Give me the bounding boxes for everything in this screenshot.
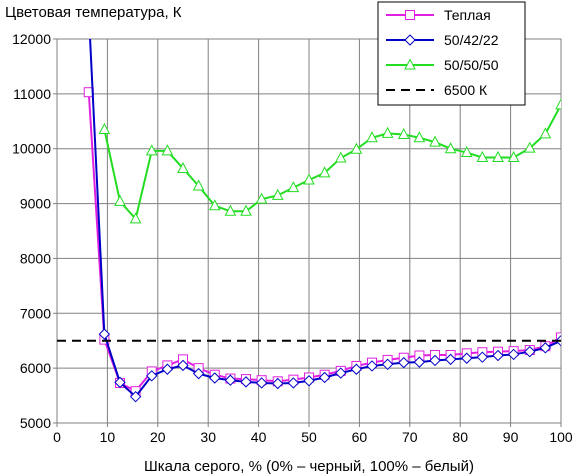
y-tick-label: 8000 (20, 250, 51, 266)
x-axis-label: Шкала серого, % (0% – черный, 100% – бел… (144, 458, 474, 475)
data-point (413, 356, 426, 368)
axis-ticks: 5000 6000 7000 8000 9000 10000 11000 12000 0 10 20… (12, 31, 573, 445)
data-point (350, 142, 363, 154)
data-point (255, 192, 268, 204)
data-point (334, 151, 347, 163)
y-axis-label: Цветовая температура, К (5, 4, 182, 21)
data-point (287, 377, 300, 389)
data-point (114, 376, 126, 389)
x-tick-label: 70 (402, 429, 418, 445)
data-point (492, 349, 504, 362)
data-point (524, 345, 536, 358)
data-point (444, 142, 457, 154)
data-point (405, 10, 415, 20)
data-point (129, 212, 142, 224)
legend-label: 50/50/50 (444, 57, 499, 73)
y-tick-label: 11000 (13, 86, 51, 102)
data-point (192, 179, 205, 191)
data-point (429, 354, 441, 367)
legend: Теплая 50/42/22 50/50/50 6500 К (377, 1, 526, 106)
legend-item: 50/42/22 (386, 32, 499, 48)
data-point (177, 161, 189, 173)
data-point (303, 173, 315, 185)
x-tick-label: 40 (251, 429, 267, 445)
data-point (381, 358, 394, 371)
data-point (318, 166, 331, 178)
data-point (404, 34, 416, 46)
y-tick-label: 9000 (20, 196, 51, 212)
y-tick-label: 6000 (20, 360, 51, 376)
data-point (523, 141, 536, 153)
data-point (460, 145, 473, 158)
x-tick-label: 10 (100, 429, 116, 445)
data-point (255, 377, 268, 389)
x-tick-label: 100 (549, 429, 573, 445)
data-point (240, 204, 252, 216)
data-point (461, 352, 473, 364)
data-point (555, 98, 561, 110)
data-point (350, 363, 363, 375)
data-point (444, 353, 457, 366)
data-point (429, 135, 441, 147)
legend-label: 6500 К (444, 82, 488, 98)
data-point (129, 390, 142, 403)
data-point (318, 371, 331, 384)
y-tick-label: 5000 (20, 415, 51, 431)
x-tick-label: 50 (301, 429, 317, 445)
x-tick-label: 80 (452, 429, 468, 445)
x-tick-label: 90 (503, 429, 519, 445)
data-point (271, 188, 284, 200)
x-tick-label: 20 (150, 429, 166, 445)
data-point (224, 204, 237, 216)
data-point (209, 372, 221, 384)
data-point (303, 375, 315, 387)
data-point (404, 58, 416, 70)
data-point (507, 150, 520, 162)
series-3 (98, 98, 561, 224)
data-point (335, 367, 347, 379)
data-point (161, 144, 174, 156)
data-point (476, 351, 489, 363)
data-point (192, 367, 205, 380)
y-tick-label: 10000 (12, 141, 51, 157)
series-2 (89, 39, 561, 403)
data-point (492, 150, 504, 162)
data-point (366, 131, 378, 143)
x-tick-label: 30 (200, 429, 216, 445)
data-point (539, 127, 552, 139)
data-point (240, 376, 252, 388)
x-tick-label: 60 (352, 429, 368, 445)
legend-label: 50/42/22 (444, 32, 499, 48)
data-point (208, 199, 221, 211)
legend-label: Теплая (444, 7, 491, 23)
legend-box (377, 1, 526, 106)
y-tick-label: 7000 (20, 305, 51, 321)
legend-item: Теплая (386, 7, 491, 23)
data-point (224, 374, 237, 386)
series-layer (57, 39, 561, 403)
data-point (397, 127, 410, 139)
legend-item: 6500 К (386, 82, 488, 98)
data-point (381, 126, 394, 138)
data-point (114, 194, 126, 206)
data-point (98, 122, 111, 135)
data-point (177, 359, 189, 372)
data-point (413, 131, 426, 143)
x-tick-label: 0 (53, 429, 61, 445)
y-tick-label: 12000 (12, 31, 51, 47)
data-point (366, 360, 378, 372)
data-point (476, 150, 489, 162)
data-point (539, 342, 552, 354)
data-point (507, 348, 520, 361)
data-point (398, 356, 410, 369)
data-point (98, 328, 111, 340)
legend-item: 50/50/50 (386, 57, 499, 73)
data-point (287, 181, 300, 193)
data-point (145, 144, 158, 156)
data-point (161, 363, 174, 375)
data-point (272, 377, 284, 390)
data-point (146, 370, 158, 382)
